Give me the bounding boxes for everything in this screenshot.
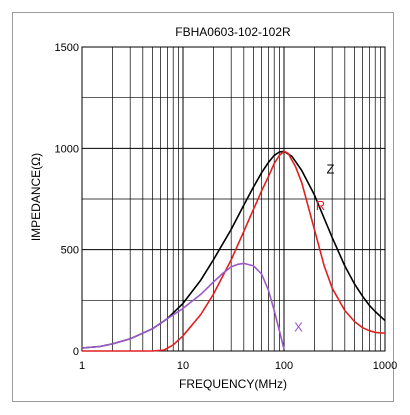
y-tick-label: 0 (73, 346, 79, 358)
chart-frame (12, 12, 394, 402)
series-label-x: X (294, 320, 303, 335)
series-line-r (82, 150, 386, 352)
x-tick-label: 1 (79, 360, 85, 372)
x-tick-label: 1000 (373, 360, 397, 372)
chart-title: FBHA0603-102-102R (175, 25, 291, 39)
series-label-z: Z (327, 162, 335, 177)
series-group (81, 150, 386, 352)
x-axis-label: FREQUENCY(MHz) (179, 377, 287, 391)
y-tick-label: 1500 (55, 42, 79, 54)
y-axis-label: IMPEDANCE(Ω) (29, 153, 43, 241)
y-tick-label: 1000 (55, 143, 79, 155)
grid (81, 46, 386, 352)
series-labels: Z R X (294, 162, 334, 335)
plot-border (81, 46, 386, 352)
series-label-r: R (316, 198, 325, 213)
series-line-x (81, 262, 285, 350)
tick-labels: 1 10 100 1000 0 500 1000 1500 (55, 42, 398, 372)
x-tick-label: 100 (275, 360, 293, 372)
x-tick-label: 10 (177, 360, 189, 372)
y-tick-label: 500 (61, 245, 79, 257)
